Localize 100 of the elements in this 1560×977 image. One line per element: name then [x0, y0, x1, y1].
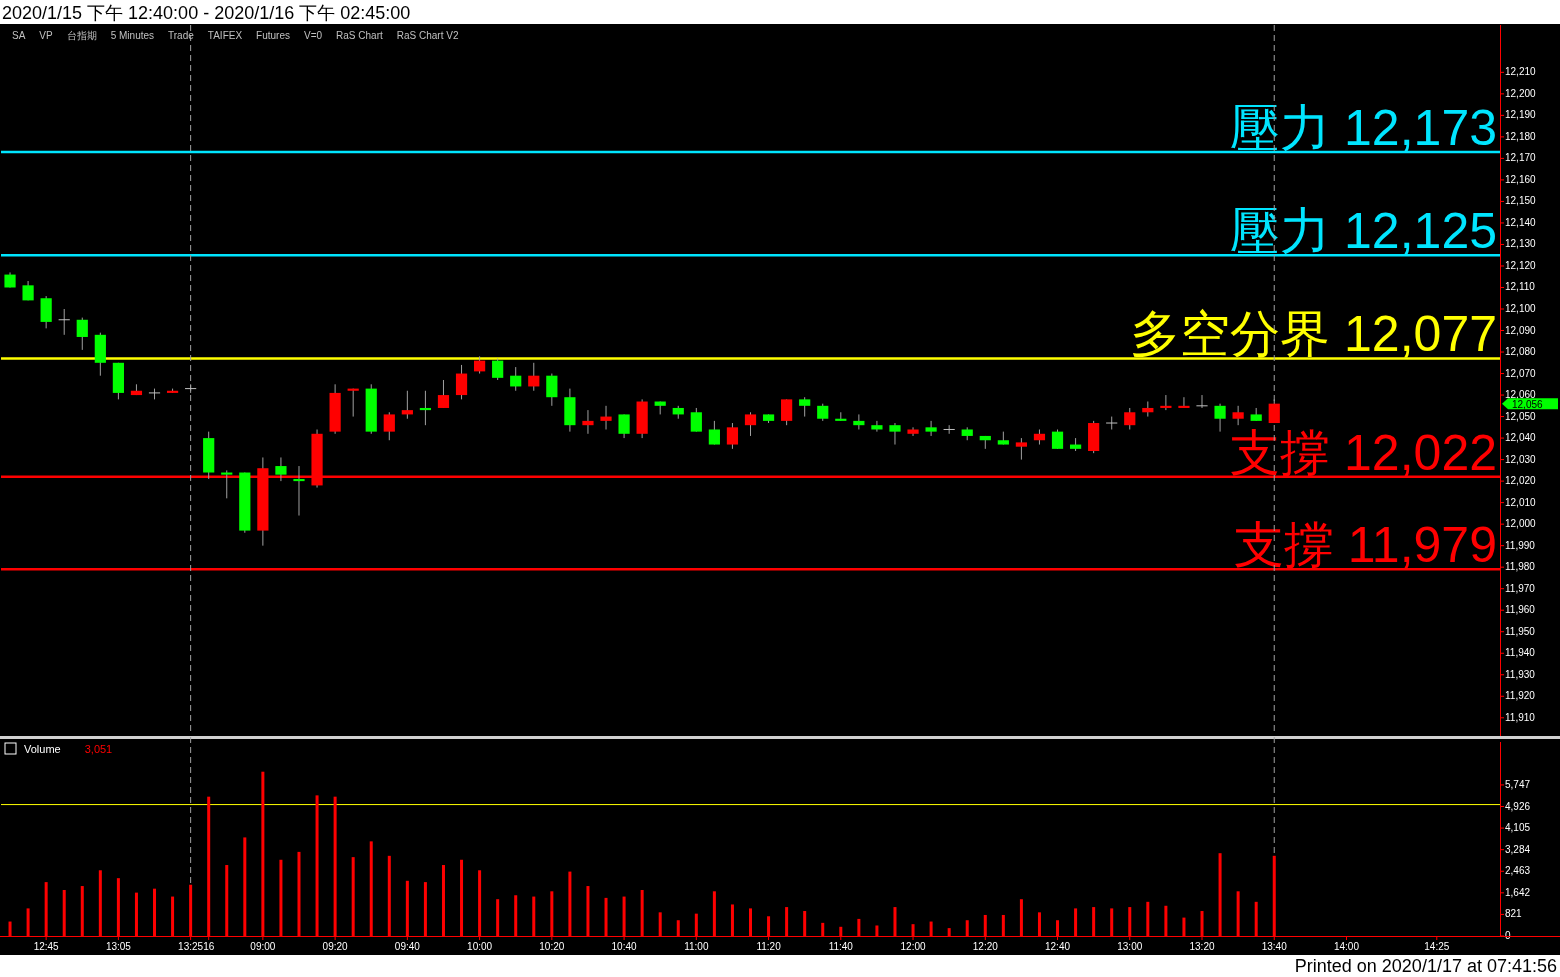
x-tick-label: 09:20 — [322, 941, 349, 952]
annotation: RaS Chart — [336, 30, 383, 41]
y-tick-label: 1,642 — [1505, 886, 1531, 898]
y-tick-label: 12,210 — [1505, 66, 1537, 78]
y-tick-label: 11,960 — [1505, 604, 1536, 616]
ref-line-label: 壓力 12,173 — [1230, 99, 1497, 156]
candlestick — [221, 469, 233, 499]
y-tick-label: 4,926 — [1505, 800, 1531, 812]
chart-title: 2020/1/15 下午 12:40:00 - 2020/1/16 下午 02:45:00 — [2, 3, 411, 23]
ref-line-label: 壓力 12,125 — [1230, 203, 1497, 260]
y-tick-label: 12,050 — [1505, 410, 1537, 422]
y-tick-label: 11,950 — [1505, 625, 1536, 637]
x-tick-label: 11:00 — [684, 941, 709, 952]
y-tick-label: 12,200 — [1505, 87, 1537, 99]
candlestick — [401, 390, 413, 420]
y-tick-label: 12,030 — [1505, 453, 1537, 465]
y-tick-label: 12,180 — [1505, 130, 1537, 142]
y-tick-label: 12,070 — [1505, 367, 1537, 379]
y-tick-label: 12,060 — [1505, 389, 1537, 401]
candlestick — [726, 422, 739, 450]
candlestick — [600, 405, 612, 430]
annotation: V=0 — [303, 30, 323, 41]
annotation: 5 Minutes — [110, 30, 155, 41]
y-tick-label: 11,990 — [1505, 539, 1536, 551]
y-tick-label: 12,130 — [1505, 238, 1537, 250]
y-tick-label: 2,463 — [1505, 865, 1531, 877]
x-tick-label: 09:40 — [394, 941, 421, 952]
candlestick — [1232, 405, 1244, 426]
y-tick-label: 821 — [1505, 908, 1523, 920]
y-tick-label: 4,105 — [1505, 822, 1531, 834]
x-tick-label: 14:25 — [1424, 941, 1450, 952]
candlestick — [76, 317, 88, 351]
y-tick-label: 12,120 — [1505, 259, 1537, 271]
annotation: VP — [39, 30, 54, 41]
candlestick — [58, 308, 71, 336]
x-tick-label: 10:00 — [467, 941, 493, 952]
x-tick-label: 10:20 — [539, 941, 565, 952]
candlestick — [618, 413, 630, 439]
candlestick — [455, 364, 468, 400]
y-tick-label: 12,140 — [1505, 216, 1537, 228]
chart-title: Volume — [24, 743, 61, 755]
candlestick — [1051, 428, 1064, 450]
y-tick-label: 12,000 — [1505, 518, 1537, 530]
candlestick — [492, 357, 504, 381]
ref-line-label: 支撐 12,022 — [1230, 424, 1497, 481]
y-tick-label: 11,940 — [1505, 647, 1536, 659]
y-tick-label: 12,010 — [1505, 496, 1537, 508]
candlestick — [546, 373, 558, 407]
x-tick-label: 12:40 — [1045, 941, 1071, 952]
candlestick — [437, 379, 450, 409]
candlestick — [347, 388, 359, 418]
x-tick-label: 16 — [203, 941, 215, 952]
x-tick-label: 14:00 — [1333, 941, 1360, 952]
candlestick — [690, 407, 702, 433]
text: Printed on 2020/1/17 at 07:41:56 — [1294, 956, 1557, 976]
annotation: 台指期 — [66, 30, 97, 41]
y-tick-label: 5,747 — [1505, 778, 1531, 790]
candlestick — [1178, 396, 1190, 409]
text: 12,056 — [1512, 398, 1544, 410]
candlestick — [510, 366, 522, 392]
annotation: SA — [12, 30, 26, 41]
x-tick-label: 13:00 — [1117, 941, 1143, 952]
candlestick — [708, 420, 720, 446]
candlestick — [799, 396, 811, 418]
y-tick-label: 11,970 — [1505, 582, 1536, 594]
candlestick — [293, 465, 305, 517]
y-tick-label: 12,020 — [1505, 475, 1537, 487]
candlestick — [1160, 394, 1172, 411]
y-tick-label: 11,910 — [1505, 711, 1536, 723]
y-tick-label: 11,930 — [1505, 668, 1536, 680]
candlestick — [40, 295, 52, 329]
candlestick — [528, 362, 540, 392]
x-tick-label: 12:00 — [900, 941, 926, 952]
candlestick — [419, 390, 432, 426]
candlestick — [383, 411, 395, 441]
candlestick — [853, 413, 865, 430]
x-tick-label: 13:25 — [178, 941, 204, 952]
ref-line-label: 多空分界 12,077 — [1130, 306, 1497, 363]
candlestick — [275, 456, 287, 482]
x-tick-label: 13:05 — [105, 941, 132, 952]
y-tick-label: 12,110 — [1505, 281, 1536, 293]
x-tick-label: 10:40 — [611, 941, 638, 952]
y-tick-label: 12,080 — [1505, 346, 1537, 358]
candlestick — [925, 420, 937, 437]
y-tick-label: 12,040 — [1505, 432, 1537, 444]
candlestick — [582, 409, 594, 435]
y-tick-label: 12,160 — [1505, 173, 1537, 185]
y-tick-label: 12,170 — [1505, 152, 1537, 164]
annotation: TAIFEX — [207, 30, 243, 41]
annotation: Futures — [256, 30, 290, 41]
y-tick-label: 11,980 — [1505, 561, 1536, 573]
y-tick-label: 12,190 — [1505, 109, 1537, 121]
x-tick-label: 13:20 — [1189, 941, 1215, 952]
y-tick-label: 12,150 — [1505, 195, 1537, 207]
x-tick-label: 13:40 — [1261, 941, 1288, 952]
x-tick-label: 11:40 — [828, 941, 854, 952]
annotation: RaS Chart V2 — [396, 30, 459, 41]
annotation: 3,051 — [84, 743, 113, 755]
annotation: Trade — [168, 30, 195, 41]
candlestick — [871, 420, 883, 433]
